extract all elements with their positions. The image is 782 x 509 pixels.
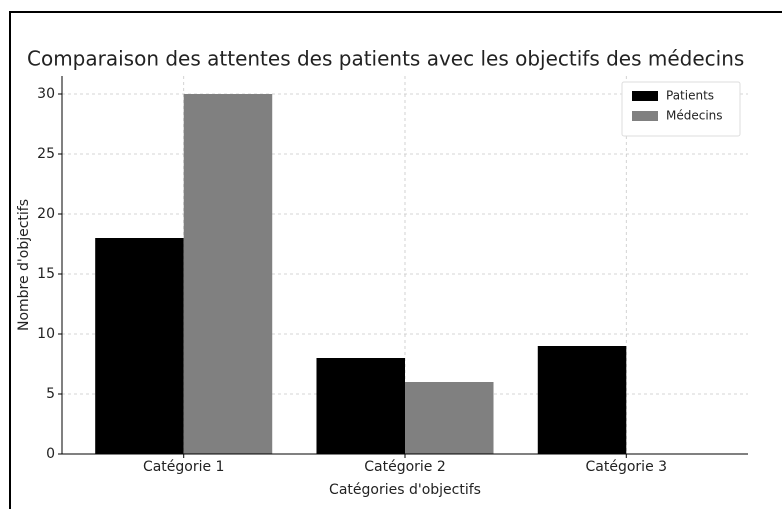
y-axis-label: Nombre d'objectifs bbox=[16, 199, 32, 331]
x-tick-label: Catégorie 1 bbox=[143, 459, 225, 475]
legend-swatch bbox=[632, 91, 658, 101]
y-tick-label: 20 bbox=[37, 206, 55, 222]
bar bbox=[183, 94, 273, 454]
frame bbox=[9, 11, 782, 509]
y-tick-label: 15 bbox=[37, 266, 55, 282]
x-tick-label: Catégorie 3 bbox=[586, 459, 668, 475]
bar bbox=[316, 358, 405, 454]
legend-label: Médecins bbox=[666, 109, 723, 123]
y-tick-label: 5 bbox=[46, 386, 55, 402]
chart-title: Comparaison des attentes des patients av… bbox=[27, 47, 744, 71]
y-tick-label: 10 bbox=[37, 326, 55, 342]
axes bbox=[61, 76, 748, 455]
x-tick-label: Catégorie 2 bbox=[364, 459, 446, 475]
y-tick-label: 0 bbox=[46, 446, 55, 462]
y-tick-label: 25 bbox=[37, 146, 55, 162]
bar bbox=[537, 346, 627, 454]
bar bbox=[95, 238, 184, 454]
legend-swatch bbox=[632, 111, 658, 121]
x-axis-label: Catégories d'objectifs bbox=[329, 482, 481, 498]
legend-label: Patients bbox=[666, 89, 714, 103]
bar bbox=[405, 382, 494, 454]
y-tick-label: 30 bbox=[37, 86, 55, 102]
